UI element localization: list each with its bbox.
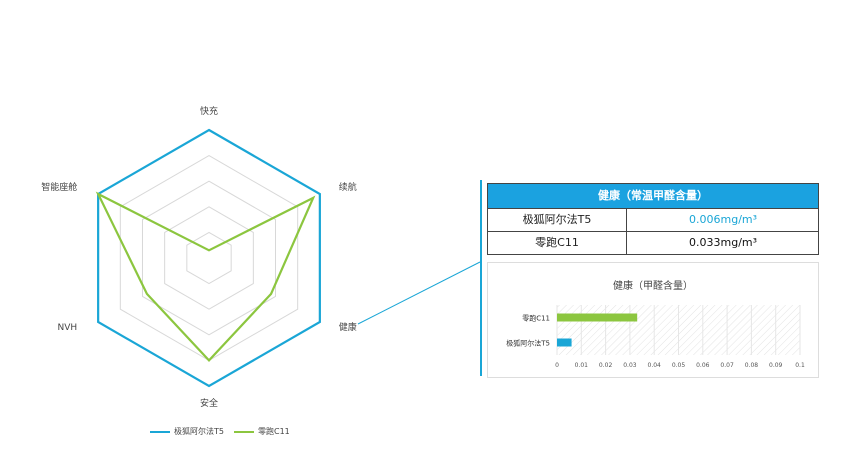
bar-tick-label: 0.08 xyxy=(745,362,759,369)
legend-item-t5: 极狐阿尔法T5 xyxy=(150,426,224,437)
bar xyxy=(557,313,638,322)
radar-grid-ring xyxy=(119,155,299,361)
legend-line-t5 xyxy=(150,430,170,433)
table-cell-name: 极狐阿尔法T5 xyxy=(488,209,627,231)
bar-chart-title: 健康（甲醛含量） xyxy=(613,281,693,292)
bar-category-label: 极狐阿尔法T5 xyxy=(506,339,550,348)
bar-chart: 0 0.01 0.02 0.03 0.04 0.05 0.06 0.07 0.08 0.09 0.1… xyxy=(506,305,805,369)
bar-tick-label: 0.04 xyxy=(648,362,662,369)
bar-tick-label: 0.09 xyxy=(769,362,783,369)
legend-label-t5: 极狐阿尔法T5 xyxy=(174,427,224,436)
table-cell-value: 0.033mg/m³ xyxy=(689,236,758,249)
bar-tick-label: 0.05 xyxy=(672,362,686,369)
table-row: 零跑C11 0.033mg/m³ xyxy=(488,231,818,254)
bar-tick-label: 0.01 xyxy=(575,362,589,369)
radar-axis-label: NVH xyxy=(58,323,78,333)
legend-item-c11: 零跑C11 xyxy=(233,426,290,437)
radar-series xyxy=(95,191,316,363)
legend-line-c11 xyxy=(233,430,254,433)
radar-grid-ring xyxy=(141,180,277,336)
bar-chart-panel: 健康（甲醛含量） 0 0.01 0.02 0.03 0.04 0.05 0.06 0.07 0.… xyxy=(487,262,819,378)
radar-grid-ring xyxy=(186,231,232,285)
radar-axis-label: 健康 xyxy=(339,321,357,333)
radar-legend: 极狐阿尔法T5 零跑C11 xyxy=(150,426,290,437)
table-row: 极狐阿尔法T5 0.006mg/m³ xyxy=(488,209,818,231)
legend-label-c11: 零跑C11 xyxy=(257,427,290,436)
radar-axis-label: 快充 xyxy=(200,105,218,117)
bar-tick-label: 0.03 xyxy=(623,362,637,369)
bar xyxy=(557,338,572,347)
bar-tick-label: 0 xyxy=(555,362,559,369)
formaldehyde-table: 健康（常温甲醛含量） 极狐阿尔法T5 0.006mg/m³ 零跑C11 0.03… xyxy=(487,183,819,255)
table-cell-value: 0.006mg/m³ xyxy=(689,213,758,226)
table-title: 健康（常温甲醛含量） xyxy=(488,184,818,209)
radar-axis-label: 安全 xyxy=(200,397,218,409)
table-cell-name: 零跑C11 xyxy=(488,232,627,254)
detail-divider xyxy=(480,180,482,376)
radar-axis-label: 续航 xyxy=(339,181,357,193)
bar-tick-label: 0.07 xyxy=(720,362,734,369)
bar-tick-label: 0.06 xyxy=(696,362,710,369)
bar-category-label: 零跑C11 xyxy=(522,314,550,323)
radar-axis-label: 智能座舱 xyxy=(41,181,77,193)
bar-tick-label: 0.02 xyxy=(599,362,613,369)
bar-tick-label: 0.1 xyxy=(795,362,805,369)
radar-grid-ring xyxy=(164,206,254,310)
